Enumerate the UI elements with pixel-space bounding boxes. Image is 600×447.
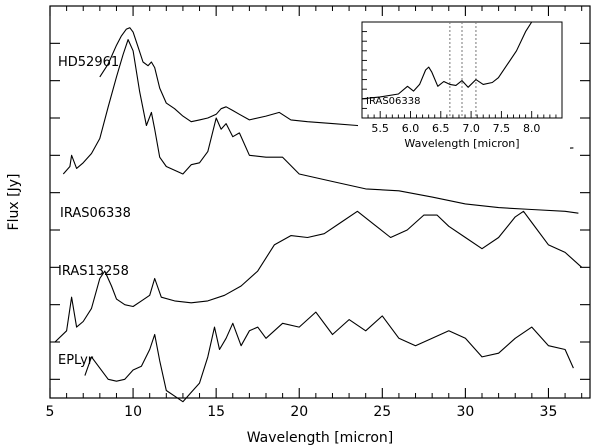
inset-series-line-iras06338: [361, 21, 533, 100]
x-tick-label: 20: [290, 404, 308, 420]
inset-x-tick-label: 6.0: [402, 122, 420, 135]
inset-x-axis-label: Wavelength [micron]: [404, 137, 519, 150]
x-tick-label: 10: [124, 404, 142, 420]
inset-background: [358, 18, 570, 168]
y-axis-label: Flux [Jy]: [6, 174, 22, 231]
inset-x-tick-label: 6.5: [432, 122, 450, 135]
x-tick-label: 15: [207, 404, 225, 420]
x-axis-label: Wavelength [micron]: [247, 430, 394, 446]
inset-x-tick-label: 7.0: [462, 122, 480, 135]
inset-x-tick-label: 5.5: [371, 122, 389, 135]
inset-x-tick-label: 7.5: [493, 122, 511, 135]
x-tick-label: 5: [46, 404, 55, 420]
x-tick-label: 35: [540, 404, 558, 420]
series-label-hd52961: HD52961: [58, 55, 119, 70]
series-line-iras06338: [62, 39, 579, 214]
main-plot: 5 10 15 20 25 30 35 Wavelength [micron] Flux [Jy…: [6, 5, 591, 446]
series-line-iras13258: [54, 210, 583, 343]
main-plot-frame: [49, 5, 591, 399]
inset-x-tick-label: 8.0: [523, 122, 541, 135]
inset-series-label-iras06338: IRAS06338: [366, 96, 421, 107]
series-line-eplyr: [84, 311, 574, 403]
inset-plot: 5.5 6.0 6.5 7.0 7.5 8.0 Wavelength [micron] IRA…: [358, 18, 570, 168]
x-tick-label: 30: [456, 404, 474, 420]
series-label-iras13258: IRAS13258: [58, 264, 129, 279]
series-label-iras06338: IRAS06338: [60, 206, 131, 221]
x-tick-label: 25: [373, 404, 391, 420]
series-label-eplyr: EPLyr: [58, 353, 94, 368]
